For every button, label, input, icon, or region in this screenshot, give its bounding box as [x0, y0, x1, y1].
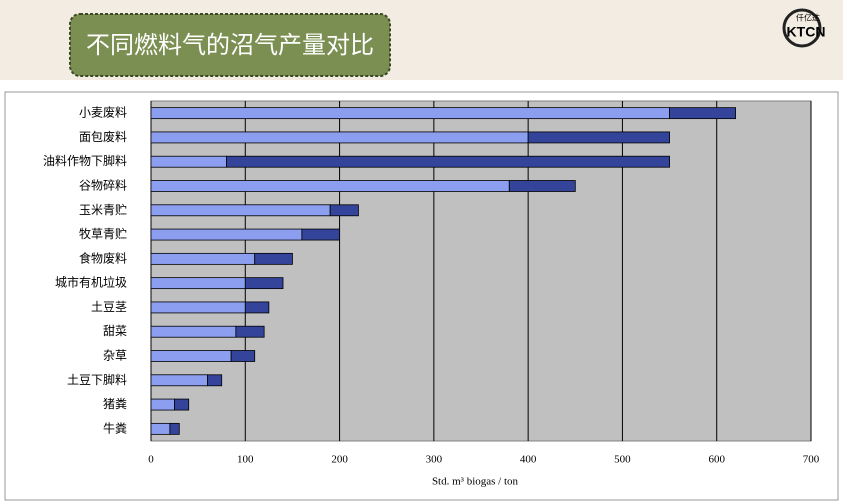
bar-segment: [207, 374, 223, 387]
logo-subtext: 仟亿达: [796, 13, 820, 23]
bar-segment: [169, 422, 180, 435]
bar-segment: [150, 131, 529, 144]
y-tick-label: 牧草青贮: [79, 226, 127, 241]
bar-segment: [508, 180, 576, 192]
x-tick-label: 500: [614, 454, 631, 466]
bar-segment: [150, 277, 246, 290]
bar-segment: [527, 131, 670, 144]
y-tick-label: 油料作物下脚料: [43, 153, 127, 168]
bar-segment: [301, 228, 340, 241]
bar-segment: [174, 398, 190, 411]
bar-segment: [669, 107, 736, 120]
y-tick-label: 食物废料: [79, 250, 127, 265]
bar-segment: [150, 204, 331, 217]
bar-segment: [244, 301, 270, 314]
y-tick-label: 城市有机垃圾: [55, 275, 127, 290]
x-tick-label: 400: [520, 454, 537, 466]
y-tick-label: 土豆下脚料: [67, 372, 127, 387]
x-axis-title: Std. m³ biogas / ton: [432, 476, 519, 488]
bar-segment: [150, 398, 175, 411]
bar-segment: [254, 252, 293, 265]
x-tick-label: 0: [148, 454, 154, 466]
y-tick-label: 猪粪: [103, 397, 127, 411]
title-box: [69, 13, 391, 77]
y-tick-label: 玉米青贮: [79, 202, 127, 217]
x-tick-label: 300: [426, 454, 443, 466]
y-tick-label: 杂草: [103, 349, 127, 363]
bar-segment: [235, 325, 265, 338]
logo-text: KTCN: [787, 24, 826, 40]
bar-segment: [150, 374, 208, 387]
bar-segment: [150, 107, 670, 120]
bar-segment: [244, 277, 284, 290]
x-tick-label: 200: [331, 454, 348, 466]
x-tick-label: 100: [237, 454, 254, 466]
bar-segment: [226, 155, 670, 168]
y-tick-label: 牛粪: [103, 420, 127, 435]
y-tick-label: 面包废料: [79, 129, 127, 144]
bar-segment: [150, 301, 246, 314]
bar-segment: [329, 204, 359, 217]
x-tick-label: 700: [803, 454, 820, 466]
x-tick-label: 600: [708, 454, 725, 466]
bar-segment: [150, 422, 171, 435]
y-tick-label: 土豆茎: [91, 300, 127, 314]
plot-area: [150, 100, 812, 442]
bar-segment: [150, 350, 232, 362]
bar-segment: [230, 350, 256, 362]
bar-segment: [150, 228, 303, 241]
y-tick-label: 谷物碎料: [79, 178, 127, 193]
bar-segment: [150, 155, 227, 168]
bar-segment: [150, 252, 256, 265]
y-tick-label: 甜菜: [103, 324, 127, 338]
logo-ring: [782, 8, 822, 48]
y-tick-label: 小麦废料: [79, 105, 127, 120]
bar-segment: [150, 325, 237, 338]
bar-segment: [150, 180, 510, 192]
slide-title: 不同燃料气的沼气产量对比: [86, 31, 374, 59]
